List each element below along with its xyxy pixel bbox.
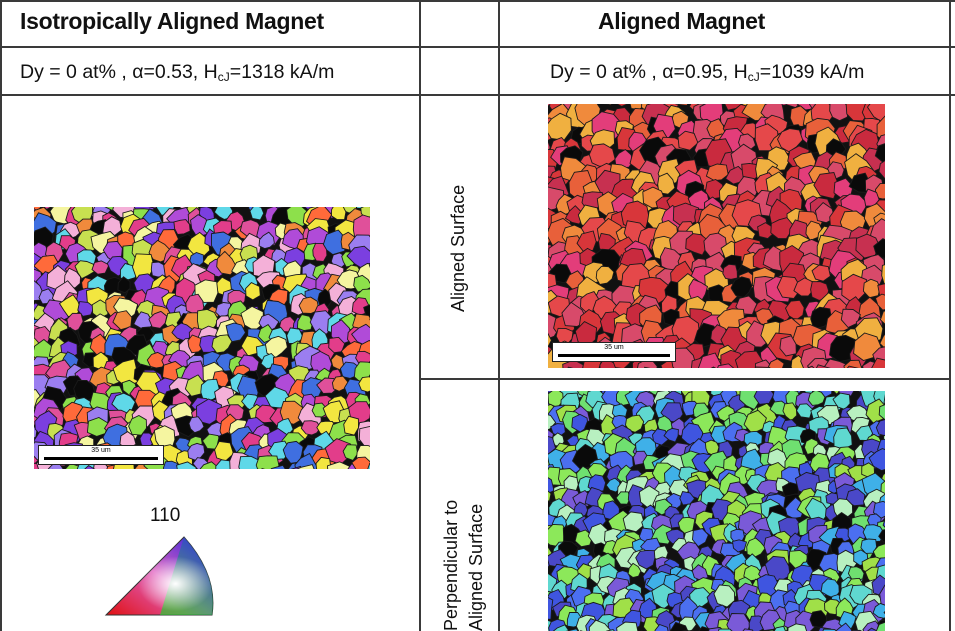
left-column-title: Isotropically Aligned Magnet — [20, 8, 324, 34]
isotropic-scale-bar-line — [44, 457, 158, 460]
left-hcj-value: =1318 kA/m — [229, 61, 335, 83]
left-params: Dy = 0 at% , α=0.53, HcJ=1318 kA/m — [20, 61, 334, 84]
grid-line-top — [0, 0, 955, 2]
right-hcj-sub: cJ — [747, 70, 760, 84]
left-hcj-sub: cJ — [217, 70, 230, 84]
grid-line-left-col — [0, 0, 2, 631]
grid-line-params — [0, 94, 955, 96]
ipf-color-key-icon — [104, 536, 214, 616]
aligned-scale-bar-line — [558, 354, 670, 357]
right-column-title: Aligned Magnet — [598, 8, 766, 34]
grid-line-col1 — [419, 0, 421, 631]
left-hcj-prefix: H — [203, 61, 218, 83]
perpendicular-grain-image — [548, 391, 885, 631]
grid-line-header — [0, 46, 955, 48]
right-dy-value: Dy = 0 at% , — [550, 61, 657, 83]
grid-line-right-col — [949, 0, 951, 631]
aligned-scale-bar-label: 35 um — [604, 344, 624, 351]
left-alpha-value: α=0.53, — [132, 61, 199, 83]
row-label-perpendicular-line1: Perpendicular to — [441, 499, 461, 631]
isotropic-scale-bar-label: 35 um — [91, 447, 111, 454]
left-dy-value: Dy = 0 at% , — [20, 61, 127, 83]
right-alpha-value: α=0.95, — [662, 61, 729, 83]
perpendicular-ebsd-map — [548, 391, 885, 631]
isotropic-scale-bar: 35 um — [38, 445, 164, 465]
isotropic-grain-image — [34, 207, 370, 469]
grid-line-mid-row — [419, 378, 951, 380]
right-params: Dy = 0 at% , α=0.95, HcJ=1039 kA/m — [550, 61, 864, 84]
grid-line-col2 — [498, 0, 500, 631]
right-hcj-prefix: H — [733, 61, 748, 83]
row-label-aligned-surface: Aligned Surface — [448, 184, 468, 312]
isotropic-ebsd-map: 35 um — [34, 207, 370, 469]
row-label-perpendicular-line2: Aligned Surface — [466, 503, 486, 631]
aligned-scale-bar: 35 um — [552, 342, 676, 362]
ipf-legend-label: 110 — [150, 505, 181, 526]
right-hcj-value: =1039 kA/m — [759, 61, 865, 83]
aligned-surface-ebsd-map: 35 um — [548, 104, 885, 368]
aligned-grain-image — [548, 104, 885, 368]
